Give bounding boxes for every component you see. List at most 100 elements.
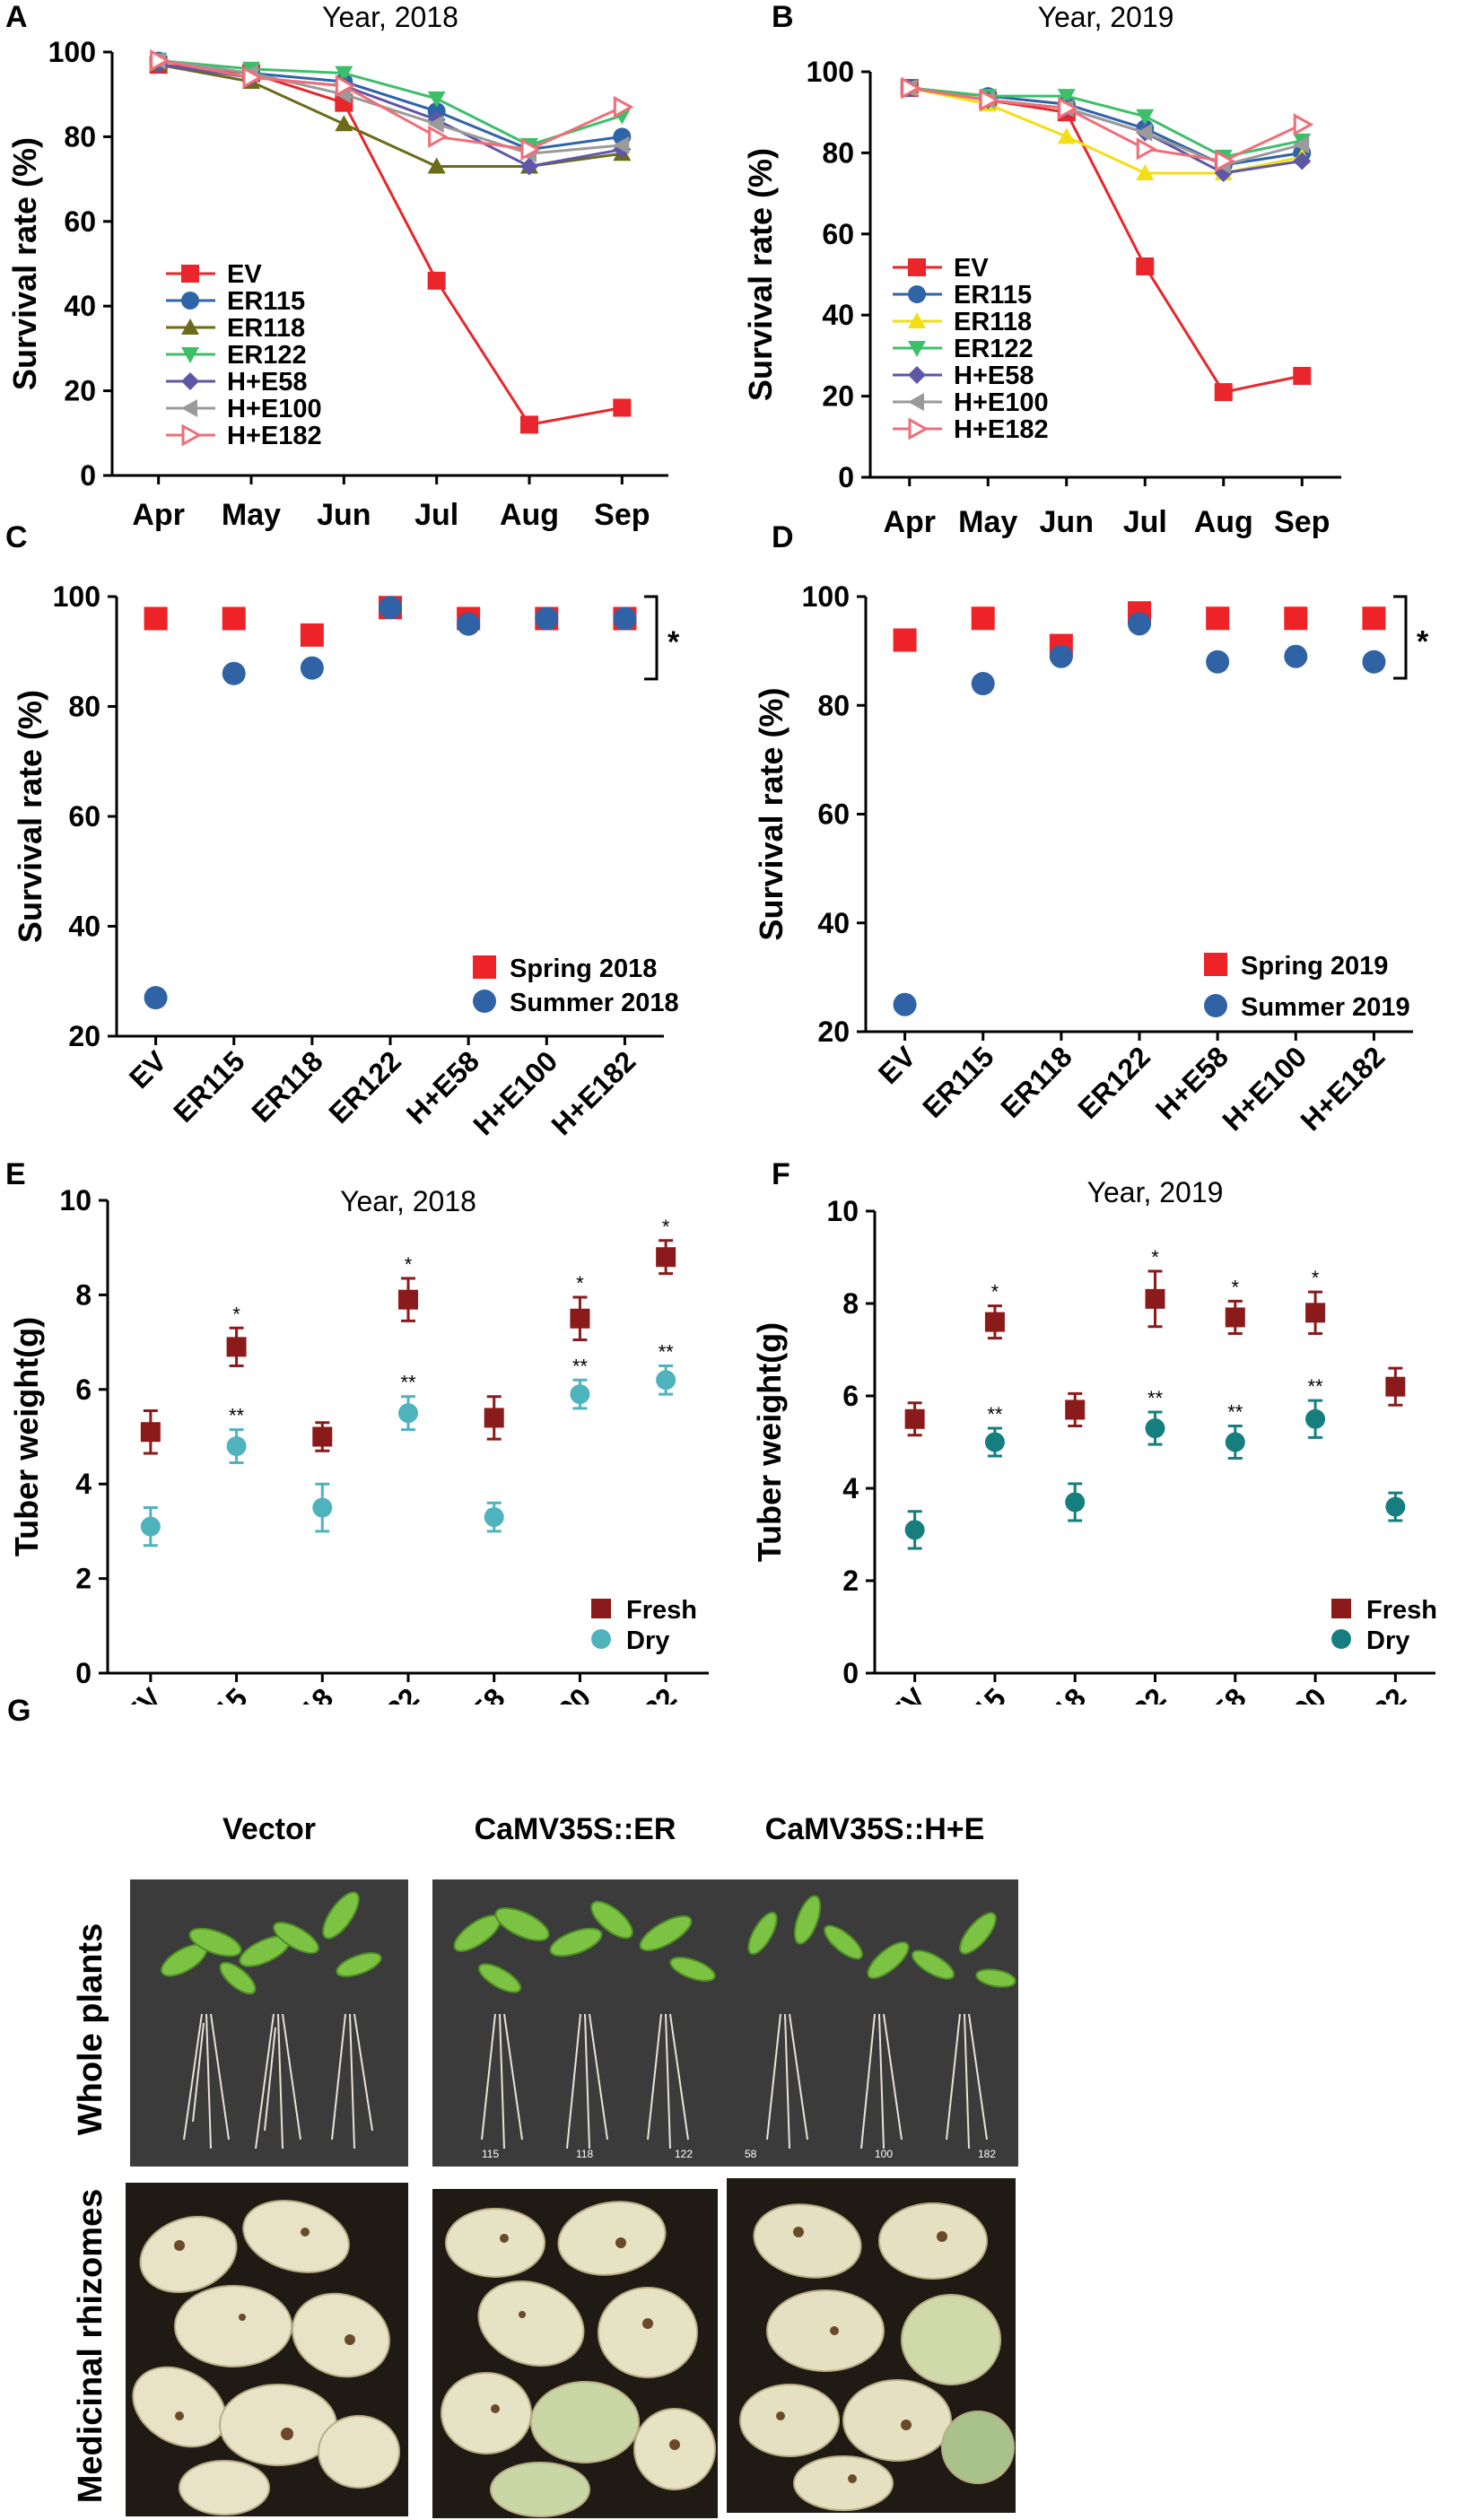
y-tick-label: 100 [807,56,854,88]
data-point [398,1289,418,1310]
data-point [427,91,446,108]
significance-mark: ** [1147,1387,1164,1409]
chart-panel-a: A Year, 2018 0 20 40 60 80 100 Survival rate (%)… [5,0,668,532]
data-point [1136,137,1157,161]
data-point [979,89,1000,112]
data-point [1284,606,1308,631]
data-point [144,986,168,1010]
plant-label: 118 [576,2148,593,2160]
data-point [1145,1418,1165,1439]
y-tick-label: 60 [817,798,850,831]
y-axis-label: Tuber weight(g) [751,1322,788,1562]
data-point [1136,164,1155,180]
chart-panel-e: E Year, 2018 0 2 4 6 8 10 Tuber weight(g) EVER115… [5,1157,709,1705]
legend-label: ER115 [227,287,305,316]
legend-label: Spring 2018 [510,955,657,983]
y-tick-label: 6 [842,1380,859,1412]
plant-illustration: 115 118 122 [453,1900,716,2160]
legend-label: H+E182 [954,415,1049,444]
y-axis-label: Survival rate (%) [753,687,790,940]
legend-label: Summer 2019 [1241,993,1410,1022]
significance-bracket [1393,595,1408,680]
data-point [1206,606,1230,631]
significance-mark: * [1417,624,1429,658]
y-tick-label: 0 [838,461,854,493]
x-tick-label: EV [882,1681,932,1705]
rhizome-illustration [132,2200,400,2516]
data-point [484,1507,504,1528]
legend-marker [1204,953,1227,976]
x-tick-label: May [222,498,281,532]
data-point [226,1436,247,1457]
data-point [1215,149,1235,172]
legend-marker [473,955,496,979]
y-tick-label: 60 [68,800,100,833]
x-tick-label: H+E100 [1235,1681,1332,1705]
plant-label: 182 [978,2148,996,2160]
y-tick-label: 2 [75,1563,92,1595]
legend-marker [908,417,929,440]
x-tick-label: ER118 [1008,1681,1092,1705]
legend-label: ER122 [954,335,1034,363]
significance-mark: ** [400,1372,416,1394]
legend-label: H+E58 [954,362,1034,390]
legend-label: ER118 [227,314,305,343]
data-point [984,1312,1005,1332]
x-tick-label: ER115 [167,1044,250,1128]
y-tick-label: 20 [822,380,854,413]
data-point [1305,1303,1326,1323]
significance-mark: * [1312,1267,1320,1289]
significance-mark: ** [659,1340,675,1363]
x-tick-label: ER118 [994,1040,1077,1123]
legend-label: Dry [1366,1626,1409,1655]
y-tick-label: 60 [64,205,96,238]
legend-marker [1331,1629,1351,1649]
data-point [312,1497,333,1518]
legend-marker [1331,1599,1351,1618]
data-point [1214,383,1233,402]
panel-letter: F [772,1157,790,1191]
panel-letter: C [5,520,28,554]
row-label-whole-plants: Whole plants [72,1923,109,2136]
x-tick-label: Jul [1123,505,1167,539]
data-point [312,1426,333,1447]
legend-marker [908,258,926,276]
data-point [484,1408,504,1428]
data-point [901,76,921,100]
data-point [904,1520,925,1540]
data-point [1128,612,1151,636]
legend-marker [908,312,926,328]
legend-marker [181,265,199,283]
significance-mark: * [667,625,680,659]
x-tick-label: H+E100 [1216,1040,1313,1137]
x-tick-label: Sep [1274,505,1330,539]
legend-marker [181,318,199,335]
legend-marker [908,366,926,384]
y-tick-label: 60 [822,218,854,250]
y-tick-label: 0 [75,1657,92,1689]
chart-panel-f: F Year, 2019 0 2 4 6 8 10 Tuber weight(g) EVER115… [751,1157,1437,1705]
x-tick-label: ER122 [1087,1681,1173,1705]
data-point [656,1370,676,1391]
chart-title: Year, 2019 [1087,1176,1224,1208]
plant-label: 58 [745,2148,757,2160]
y-tick-label: 8 [75,1278,92,1311]
significance-mark: * [576,1272,584,1295]
series-line-h-e100 [158,58,623,155]
legend-label: Dry [626,1626,669,1655]
legend-label: Summer 2018 [510,989,679,1017]
chart-panel-d: D 20 40 60 80 100 Survival rate (%) EVER115ER11… [753,520,1429,1137]
data-point [1206,650,1230,674]
significance-mark: * [991,1281,999,1304]
data-point [335,115,353,132]
x-tick-label: H+E182 [1295,1040,1392,1137]
y-tick-label: 40 [817,907,850,939]
legend-marker [1204,994,1227,1017]
data-point [1362,650,1386,674]
legend-marker [473,990,496,1013]
legend-label: H+E100 [954,388,1049,417]
significance-mark: * [662,1216,670,1238]
legend-label: EV [227,260,262,289]
legend-label: H+E58 [227,368,307,397]
y-tick-label: 100 [53,580,100,613]
